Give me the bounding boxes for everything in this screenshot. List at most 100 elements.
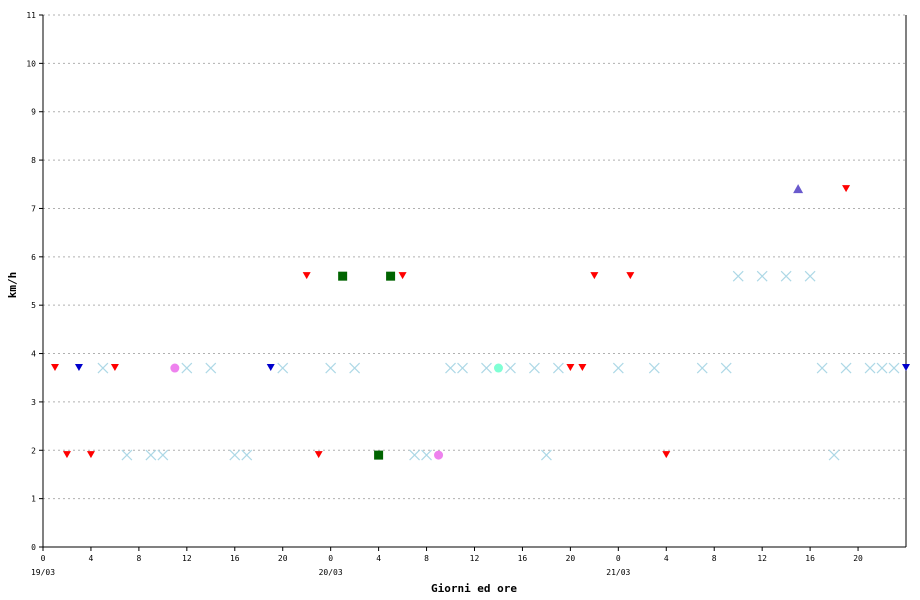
x-tick-label: 20 [278,554,288,563]
point-x [696,362,708,374]
x-tick-label: 20 [853,554,863,563]
x-tick-label: 20 [566,554,576,563]
x-tick-label: 12 [182,554,192,563]
x-tick-label: 4 [664,554,669,563]
point-triangle-down [662,451,671,459]
x-tick-label: 0 [41,554,46,563]
date-label: 19/03 [31,568,55,577]
point-x-stroke [349,362,361,374]
point-square [374,450,384,460]
point-triangle-up [793,184,804,194]
point-triangle-down [74,364,83,372]
y-tick-label: 8 [31,156,36,165]
point-x [720,362,732,374]
point-triangle-down [902,364,910,372]
point-x [457,362,468,374]
point-x [121,449,133,461]
point-circle [434,450,444,460]
point-x-stroke [421,449,432,461]
point-x [540,449,552,461]
data-points [50,184,910,461]
point-triangle-down [314,451,323,459]
point-x-stroke [648,362,660,374]
point-x [97,362,109,374]
axes [42,15,907,548]
y-tick-label: 1 [31,495,36,504]
point-x-stroke [505,362,516,374]
grid-lines [43,14,906,500]
point-square [338,271,348,281]
point-x-stroke [409,449,420,461]
point-triangle-down [842,185,851,193]
point-x [349,362,361,374]
point-x [277,362,289,374]
y-tick-label: 10 [26,59,36,68]
point-x-stroke [157,449,169,461]
date-label: 20/03 [319,568,343,577]
point-x [876,362,888,374]
point-x [612,362,624,374]
point-triangle-down [50,364,59,372]
point-x-stroke [445,362,456,374]
x-tick-label: 8 [136,554,141,563]
point-x-stroke [229,449,241,461]
date-label: 21/03 [606,568,630,577]
point-x [445,362,456,374]
x-tick-label: 8 [424,554,429,563]
point-x-stroke [696,362,708,374]
point-circle [170,363,180,373]
point-x-stroke [181,362,193,374]
point-triangle-down [62,451,71,459]
point-x [481,362,492,374]
point-triangle-down [566,364,575,372]
point-circle [493,363,503,373]
point-x-stroke [277,362,289,374]
y-tick-label: 4 [31,350,36,359]
point-x [816,362,828,374]
point-square [386,271,396,281]
point-x [732,270,744,282]
point-x-stroke [876,362,888,374]
x-tick-label: 4 [89,554,94,563]
point-x-stroke [720,362,732,374]
y-tick-label: 0 [31,543,36,552]
point-x-stroke [888,362,900,374]
x-tick-label: 16 [518,554,528,563]
point-x [648,362,660,374]
point-x-stroke [481,362,492,374]
point-x-stroke [780,270,792,282]
point-x-stroke [325,362,337,374]
point-x-stroke [552,362,564,374]
point-x-stroke [241,449,253,461]
x-axis-title: Giorni ed ore [431,582,517,595]
point-x [529,362,540,374]
point-x [505,362,516,374]
point-x-stroke [457,362,468,374]
point-x-stroke [97,362,109,374]
point-x-stroke [121,449,133,461]
x-tick-label: 0 [328,554,333,563]
point-triangle-down [86,451,95,459]
point-triangle-down [590,272,599,280]
point-x [145,449,157,461]
point-x-stroke [756,270,768,282]
point-x [888,362,900,374]
point-x [241,449,253,461]
point-x-stroke [529,362,540,374]
point-x-stroke [828,449,840,461]
point-x [804,270,816,282]
point-triangle-down [266,364,275,372]
point-x [756,270,768,282]
x-tick-label: 16 [805,554,815,563]
x-tick-label: 12 [757,554,767,563]
x-tick-label: 12 [470,554,480,563]
point-x-stroke [840,362,852,374]
point-x [421,449,432,461]
x-tick-label: 16 [230,554,240,563]
point-x-stroke [205,362,217,374]
y-tick-label: 2 [31,446,36,455]
point-x-stroke [816,362,828,374]
point-x [828,449,840,461]
